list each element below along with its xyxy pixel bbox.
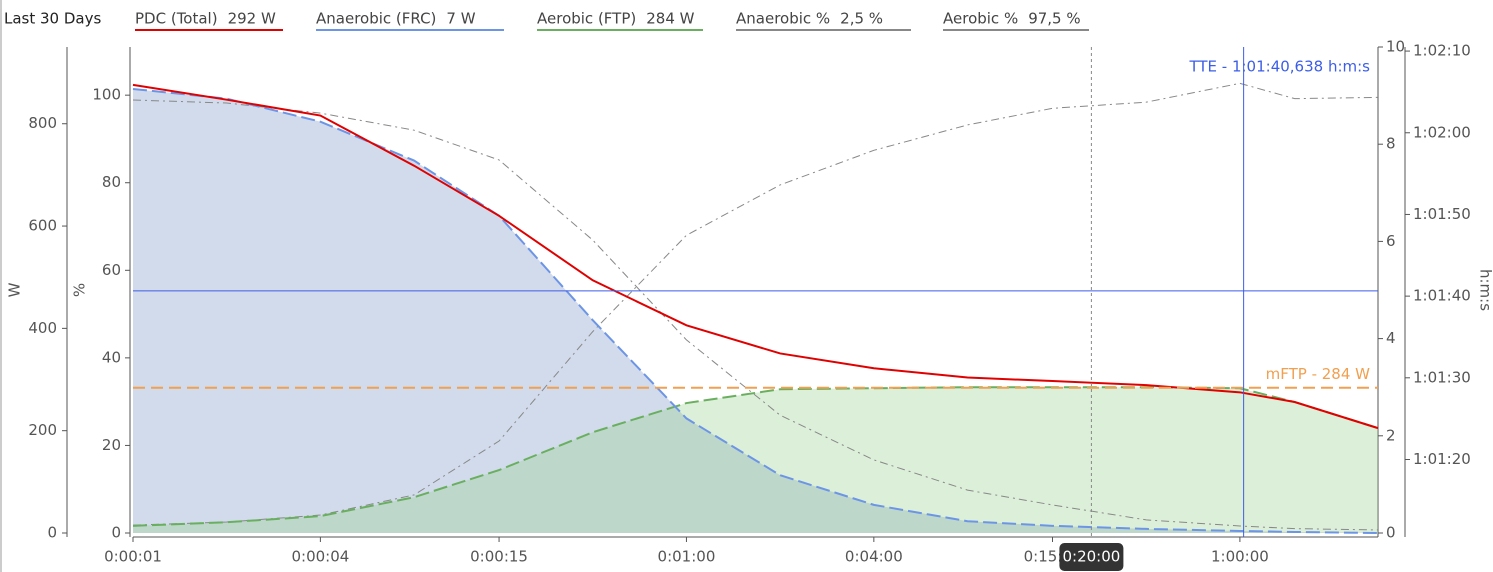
mftp-label: mFTP - 284 W <box>1266 365 1371 383</box>
y-tick-label: 1:01:20 <box>1413 450 1471 468</box>
y-tick-label: 0 <box>1386 524 1396 542</box>
y-tick-label: 8 <box>1386 135 1396 153</box>
series-area <box>133 88 1378 534</box>
y-tick-label: 0 <box>111 524 121 542</box>
y-tick-label: 800 <box>28 114 57 132</box>
y-tick-label: 1:01:50 <box>1413 205 1471 223</box>
x-tick-label: 0:00:15 <box>470 548 528 566</box>
y-axis-title: h:m:s <box>1477 269 1493 311</box>
tte-label: TTE - 1:01:40,638 h:m:s <box>1188 58 1370 76</box>
y-tick-label: 60 <box>102 261 121 279</box>
series-line <box>132 99 1379 531</box>
legend-value: 97,5 % <box>1028 10 1080 28</box>
legend-value: 2,5 % <box>840 10 883 28</box>
y-tick-label: 400 <box>28 319 57 337</box>
y-tick-label: 1:02:00 <box>1413 123 1471 141</box>
y-tick-label: 6 <box>1386 232 1396 250</box>
y-tick-label: 1:01:30 <box>1413 368 1471 386</box>
series-line <box>132 83 1379 430</box>
legend-value: 7 W <box>446 10 475 28</box>
y-tick-label: 100 <box>92 86 121 104</box>
y-tick-label: 10 <box>1386 38 1405 56</box>
legend-label: Anaerobic % <box>736 10 830 28</box>
y-tick-label: 0 <box>47 524 57 542</box>
legend-value: 292 W <box>228 10 276 28</box>
y-tick-label: 20 <box>102 436 121 454</box>
legend-value: 284 W <box>646 10 694 28</box>
legend-label: Aerobic (FTP) <box>537 10 636 28</box>
legend: PDC (Total) 292 W Anaerobic (FRC) 7 W Aerobi… <box>135 10 1089 31</box>
y-tick-label: 80 <box>102 173 121 191</box>
y-tick-label: 200 <box>28 421 57 439</box>
chart-title: Last 30 Days <box>4 10 101 28</box>
x-tick-label: 0:00:04 <box>291 548 349 566</box>
y-tick-label: 4 <box>1386 329 1396 347</box>
series-line <box>132 87 1379 534</box>
y-tick-label: 600 <box>28 217 57 235</box>
y-axis-title: W <box>6 282 24 297</box>
y-tick-label: 40 <box>102 348 121 366</box>
x-tick-label: 0:00:01 <box>104 548 162 566</box>
y-axis-title: % <box>71 283 89 297</box>
x-tick-label: 0:04:00 <box>845 548 903 566</box>
cursor-label: 0:20:00 <box>1062 548 1120 566</box>
cursor-box <box>1059 543 1124 571</box>
legend-label: Aerobic % <box>943 10 1018 28</box>
y-tick-label: 1:02:10 <box>1413 42 1471 60</box>
legend-label: PDC (Total) <box>135 10 218 28</box>
y-tick-label: 1:01:40 <box>1413 287 1471 305</box>
y-tick-label: 2 <box>1386 426 1396 444</box>
series-line <box>132 82 1379 526</box>
x-tick-label: 0:01:00 <box>658 548 716 566</box>
legend-label: Anaerobic (FRC) <box>316 10 436 28</box>
series-line <box>132 386 1379 527</box>
x-tick-label: 1:00:00 <box>1211 548 1269 566</box>
